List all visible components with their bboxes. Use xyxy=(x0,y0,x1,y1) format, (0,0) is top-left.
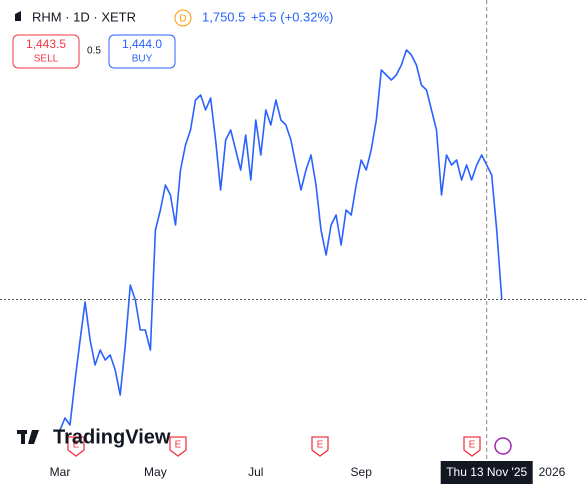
badge: D xyxy=(179,14,186,25)
event-badge xyxy=(67,436,85,457)
event-label: E xyxy=(469,440,476,451)
event-badge xyxy=(463,436,481,457)
price-line xyxy=(59,49,503,431)
logo-mark xyxy=(21,430,25,444)
symbol-icon xyxy=(15,11,21,21)
event-icon xyxy=(494,437,512,455)
x-tick-label: Jul xyxy=(248,465,263,479)
event-label: E xyxy=(317,440,324,451)
crosshair-label-bg xyxy=(440,461,533,484)
crosshair-label: Thu 13 Nov '25 xyxy=(446,465,527,479)
spread: 0.5 xyxy=(87,46,101,57)
change: +5.5 (+0.32%) xyxy=(251,9,333,24)
badge-circle xyxy=(174,9,192,27)
x-tick-label: 2026 xyxy=(539,465,566,479)
sell-button[interactable] xyxy=(12,34,80,69)
buy-button[interactable] xyxy=(108,34,176,69)
sell-label: SELL xyxy=(34,54,59,65)
event-badge xyxy=(169,436,187,457)
x-tick-label: May xyxy=(144,465,167,479)
event-label: E xyxy=(73,440,80,451)
logo: TradingView xyxy=(53,426,171,448)
x-tick-label: Sep xyxy=(351,465,373,479)
sell-price: 1,443.5 xyxy=(26,37,66,51)
symbol: RHM · 1D · XETR xyxy=(32,9,136,24)
buy-price: 1,444.0 xyxy=(122,37,162,51)
logo-mark xyxy=(28,430,39,444)
x-tick-label: Mar xyxy=(50,465,71,479)
event-label: E xyxy=(175,440,182,451)
buy-label: BUY xyxy=(132,54,153,65)
event-badge xyxy=(311,436,329,457)
price: 1,750.5 xyxy=(202,9,245,24)
